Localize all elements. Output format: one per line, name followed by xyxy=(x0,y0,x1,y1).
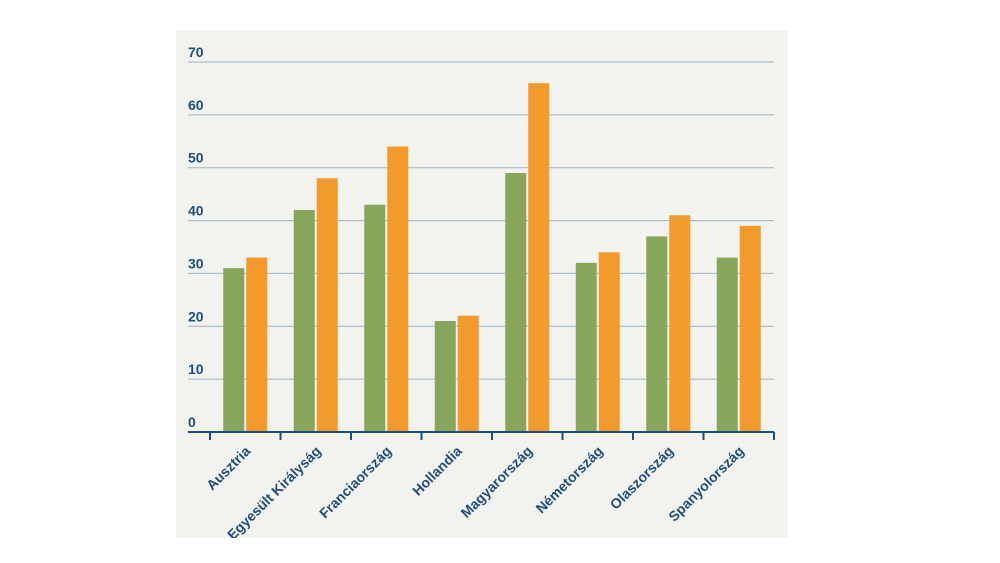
bar-series-2-0 xyxy=(246,257,268,432)
x-tick-label-7: Spanyolország xyxy=(665,443,747,525)
x-tick-label-3: Hollandia xyxy=(409,443,465,499)
x-tick-label-4: Magyarország xyxy=(457,443,535,521)
x-tick-label-6: Olaszország xyxy=(607,443,677,513)
bar-series-1-0 xyxy=(223,268,245,432)
x-axis xyxy=(188,431,775,440)
bar-series-2-4 xyxy=(528,83,550,432)
y-tick-label-30: 30 xyxy=(188,255,204,271)
bar-series-1-3 xyxy=(434,321,456,432)
bar-series-2-6 xyxy=(669,215,691,432)
bar-series-2-7 xyxy=(739,225,761,432)
y-tick-label-40: 40 xyxy=(188,203,204,219)
y-tick-label-10: 10 xyxy=(188,361,204,377)
x-tick-label-5: Németország xyxy=(532,443,605,516)
bar-series-1-1 xyxy=(293,210,315,432)
gridlines xyxy=(188,61,774,380)
bar-series-2-2 xyxy=(387,146,409,433)
y-tick-label-60: 60 xyxy=(188,97,204,113)
y-axis-labels: 0 10 20 30 40 50 60 70 xyxy=(188,44,204,430)
x-tick-label-2: Franciaország xyxy=(316,443,394,521)
y-tick-label-50: 50 xyxy=(188,150,204,166)
chart-panel: 0 10 20 30 40 50 60 70 Ausztria Egyesült Királys… xyxy=(176,30,788,538)
bar-series-1-4 xyxy=(505,173,527,432)
bars xyxy=(223,83,761,433)
bar-series-1-2 xyxy=(364,204,386,432)
bar-series-2-5 xyxy=(598,252,620,432)
bar-series-2-3 xyxy=(457,315,479,432)
x-tick-label-0: Ausztria xyxy=(203,443,254,494)
bar-series-1-6 xyxy=(646,236,668,432)
bar-series-1-5 xyxy=(575,262,597,432)
y-tick-label-70: 70 xyxy=(188,44,204,60)
y-tick-label-0: 0 xyxy=(188,414,196,430)
y-tick-label-20: 20 xyxy=(188,308,204,324)
bar-series-1-7 xyxy=(716,257,738,432)
bar-series-2-1 xyxy=(316,178,338,432)
